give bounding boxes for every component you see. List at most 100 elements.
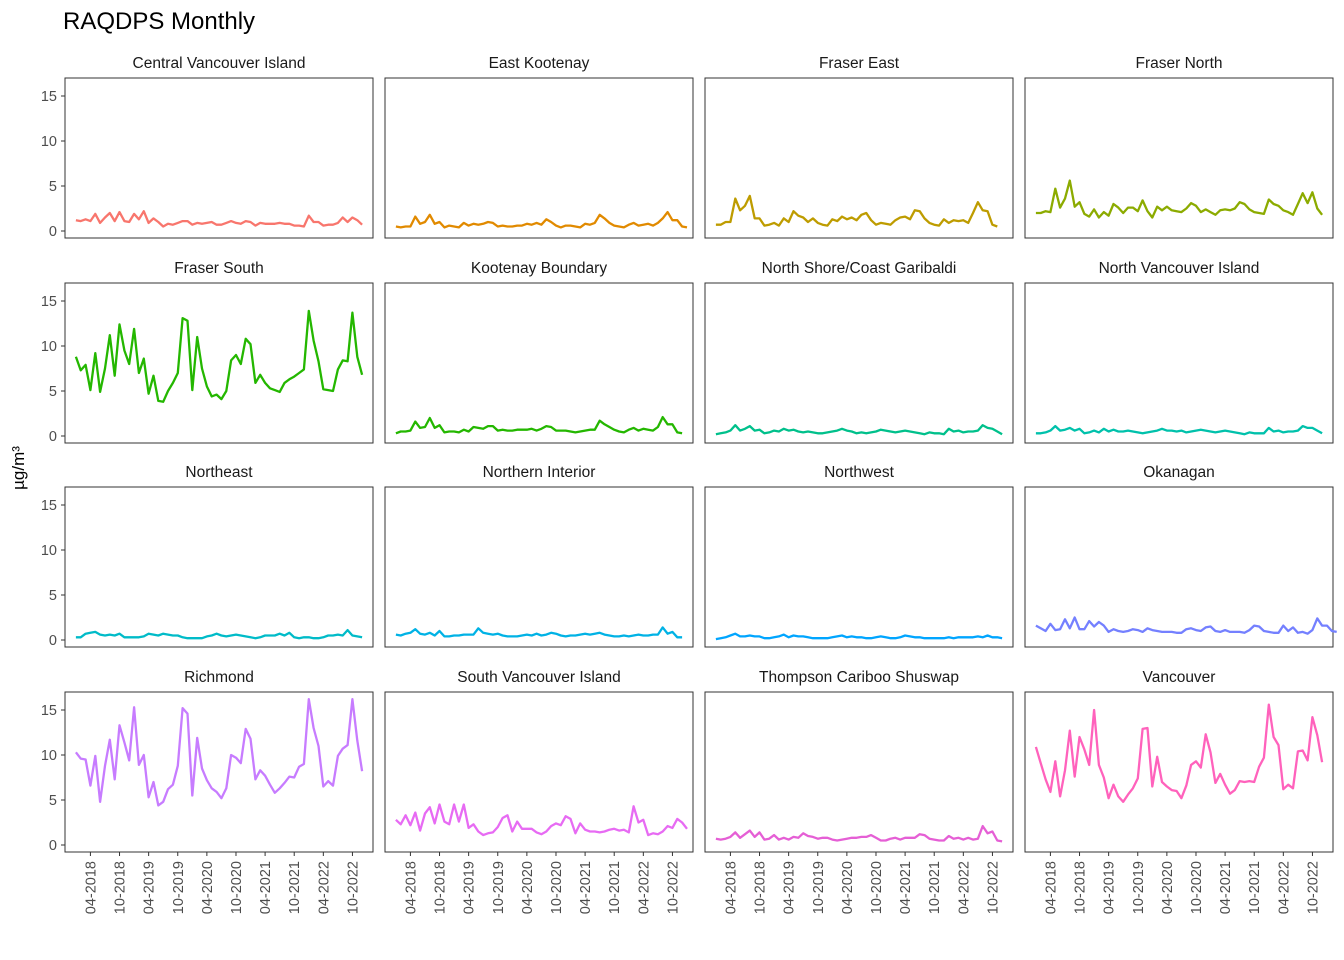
x-tick-label: 04-2022 [1276, 861, 1292, 914]
x-tick-label: 10-2019 [811, 861, 827, 914]
panel-fraser-east: Fraser East [704, 55, 1014, 239]
panel-northwest: Northwest [704, 464, 1014, 648]
x-tick-label: 10-2020 [549, 861, 565, 914]
panel-east-kootenay: East Kootenay [384, 55, 694, 239]
x-tick-label: 04-2018 [1043, 861, 1059, 914]
panel-south-vancouver-island: South Vancouver Island 04-2018 10-2018 04-2… [384, 669, 694, 914]
y-tick-label: 15 [41, 89, 57, 105]
series-line [75, 210, 363, 228]
panel-frame [1024, 691, 1334, 853]
x-tick-label: 10-2018 [433, 861, 449, 914]
panel-title: North Vancouver Island [1099, 260, 1260, 277]
x-tick-label: 04-2019 [142, 861, 158, 914]
x-tick-label: 10-2022 [1305, 861, 1321, 914]
panel-frame [704, 691, 1014, 853]
panel-frame [64, 486, 374, 648]
y-tick-label: 15 [41, 294, 57, 310]
panel-northeast: Northeast 0 5 10 15 [41, 464, 374, 649]
y-tick-label: 10 [41, 543, 57, 559]
panel-title: Central Vancouver Island [133, 55, 306, 72]
panel-title: Okanagan [1143, 464, 1215, 481]
x-tick-label: 04-2021 [1218, 861, 1234, 914]
panel-frame [64, 691, 374, 853]
x-tick-label: 04-2021 [578, 861, 594, 914]
y-tick-label: 5 [49, 588, 57, 604]
x-tick-label: 04-2020 [200, 861, 216, 914]
x-tick-label: 04-2022 [956, 861, 972, 914]
panel-title: South Vancouver Island [457, 669, 620, 686]
x-tick-label: 04-2018 [723, 861, 739, 914]
x-tick-label: 04-2019 [1102, 861, 1118, 914]
series-line [715, 424, 1003, 436]
x-tick-label: 10-2019 [171, 861, 187, 914]
x-tick-label: 10-2020 [229, 861, 245, 914]
x-tick-label: 10-2021 [287, 861, 303, 914]
y-tick-label: 5 [49, 793, 57, 809]
x-tick-label: 10-2019 [1131, 861, 1147, 914]
x-tick-label: 04-2018 [403, 861, 419, 914]
series-line [395, 415, 683, 435]
y-tick-label: 0 [49, 224, 57, 240]
series-line [715, 632, 1003, 641]
series-line [395, 803, 688, 837]
panel-kootenay-boundary: Kootenay Boundary [384, 260, 694, 444]
series-line [715, 824, 1003, 843]
panel-title: Thompson Cariboo Shuswap [759, 669, 959, 686]
x-tick-label: 10-2021 [1247, 861, 1263, 914]
panel-thompson-cariboo-shuswap: Thompson Cariboo Shuswap 04-2018 10-2018 04… [704, 669, 1014, 914]
x-tick-label: 04-2019 [462, 861, 478, 914]
x-tick-label: 04-2021 [898, 861, 914, 914]
x-tick-label: 10-2020 [1189, 861, 1205, 914]
series-line [715, 194, 998, 228]
panel-frame [64, 77, 374, 239]
y-tick-label: 10 [41, 748, 57, 764]
panel-title: North Shore/Coast Garibaldi [762, 260, 957, 277]
y-tick-label: 15 [41, 703, 57, 719]
panel-frame [384, 691, 694, 853]
x-tick-label: 04-2021 [258, 861, 274, 914]
y-tick-label: 0 [49, 838, 57, 854]
x-tick-label: 04-2018 [83, 861, 99, 914]
y-tick-label: 0 [49, 633, 57, 649]
panel-frame [384, 282, 694, 444]
x-tick-label: 10-2022 [345, 861, 361, 914]
panel-okanagan: Okanagan [1024, 464, 1337, 648]
x-tick-label: 04-2020 [520, 861, 536, 914]
panel-frame [64, 282, 374, 444]
x-tick-label: 10-2018 [1073, 861, 1089, 914]
series-line [75, 628, 363, 640]
x-tick-label: 04-2019 [782, 861, 798, 914]
series-line [1034, 703, 1324, 803]
x-tick-label: 10-2020 [869, 861, 885, 914]
panel-frame [704, 77, 1014, 239]
x-tick-label: 10-2022 [665, 861, 681, 914]
x-tick-label: 10-2022 [985, 861, 1001, 914]
series-line [74, 698, 364, 807]
y-tick-label: 10 [41, 339, 57, 355]
panel-vancouver: Vancouver 04-2018 10-2018 04-2019 10-2019 04-… [1024, 669, 1334, 914]
panel-north-vancouver-island: North Vancouver Island [1024, 260, 1334, 444]
y-tick-label: 0 [49, 429, 57, 445]
panel-title: Northeast [185, 464, 253, 481]
panel-northern-interior: Northern Interior [384, 464, 694, 648]
x-tick-label: 04-2022 [636, 861, 652, 914]
panel-frame [704, 282, 1014, 444]
x-tick-label: 10-2018 [753, 861, 769, 914]
x-tick-label: 10-2018 [113, 861, 129, 914]
series-line [1035, 179, 1324, 219]
x-tick-label: 10-2019 [491, 861, 507, 914]
panel-fraser-south: Fraser South 0 5 10 15 [41, 260, 374, 445]
x-tick-label: 04-2020 [1160, 861, 1176, 914]
panel-title: Fraser South [174, 260, 264, 277]
panel-title: East Kootenay [489, 55, 590, 72]
panel-title: Vancouver [1143, 669, 1216, 686]
panel-frame [1024, 77, 1334, 239]
panel-central-vancouver-island: Central Vancouver Island 0 5 10 15 [41, 55, 374, 240]
panel-frame [1024, 282, 1334, 444]
x-tick-label: 10-2021 [607, 861, 623, 914]
series-line [1035, 616, 1337, 635]
y-axis-label: µg/m³ [9, 446, 28, 490]
panel-title: Fraser East [819, 55, 900, 72]
series-line [1035, 424, 1323, 436]
